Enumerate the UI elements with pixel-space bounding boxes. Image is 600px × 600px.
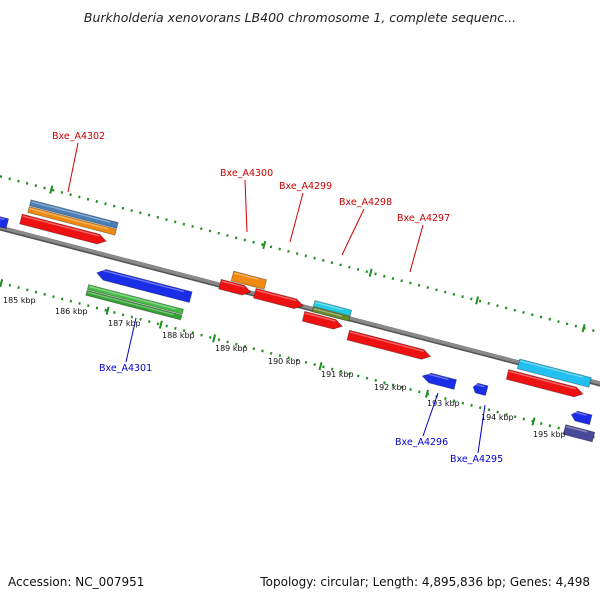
- gene-bar-4296-blue: [421, 372, 457, 390]
- gene-bar-4300-orange: [230, 270, 268, 290]
- gene-bar-cyan-right-shine: [520, 360, 584, 378]
- scale-tick-label: 185 kbp: [3, 296, 36, 305]
- outer-track-tick: [475, 296, 480, 305]
- scale-tick-label: 186 kbp: [55, 307, 88, 316]
- gene-bar-4298-red-shine: [305, 312, 336, 322]
- inner-track-tick: [158, 320, 163, 329]
- gene-label-leader: [289, 192, 304, 243]
- gene-label-leader: [125, 317, 137, 363]
- gene-bar-4302-orange: [27, 206, 117, 236]
- gene-bar-4299-red-shine: [256, 289, 297, 302]
- gene-bar-4302-red: [19, 213, 107, 245]
- gene-label: Bxe_A4302: [52, 131, 105, 142]
- gene-bar-edge-blue-2-shine: [573, 411, 587, 417]
- topology-text: Topology: circular; Length: 4,895,836 bp…: [260, 575, 590, 589]
- gene-label-leader: [477, 404, 486, 454]
- gene-label: Bxe_A4295: [450, 454, 503, 465]
- gene-bar-4295-blue-shine: [474, 383, 485, 388]
- accession-text: Accession: NC_007951: [8, 575, 145, 589]
- scale-tick-label: 195 kbp: [533, 430, 566, 439]
- gene-label-leader: [341, 208, 365, 256]
- gene-label: Bxe_A4299: [279, 181, 332, 192]
- gene-bar-4300-red: [218, 278, 252, 296]
- scale-tick-label: 189 kbp: [215, 344, 248, 353]
- gene-label: Bxe_A4301: [99, 363, 152, 374]
- gene-bar-4302-orange-shine: [29, 207, 109, 230]
- gene-bar-4297-red: [346, 329, 432, 360]
- outer-track-tick: [262, 240, 267, 250]
- gene-bar-red-right-shine: [509, 370, 577, 390]
- gene-bar-red-right: [505, 369, 584, 398]
- inner-track-tick: [425, 389, 429, 398]
- gene-bar-4300-red-shine: [221, 280, 245, 288]
- outer-track-dots: [0, 175, 600, 334]
- gene-label-leader: [409, 224, 424, 273]
- scale-tick-label: 191 kbp: [321, 370, 354, 379]
- inner-track-tick: [531, 417, 536, 426]
- outer-track-tick: [581, 323, 586, 333]
- inner-track-tick: [318, 361, 323, 371]
- gene-bar-4298-olive-shine: [313, 308, 343, 317]
- gene-bar-4298-olive: [311, 306, 351, 322]
- gene-bar-4295-blue: [472, 382, 489, 397]
- gene-bar-4301-blue: [96, 269, 193, 304]
- gene-bar-4297-red-shine: [349, 331, 424, 352]
- gene-bar-4301-green2: [85, 289, 183, 321]
- scale-tick-label: 188 kbp: [162, 331, 195, 340]
- gene-label-leader: [67, 142, 79, 193]
- gene-label: Bxe_A4298: [339, 197, 392, 208]
- scale-tick-label: 194 kbp: [481, 413, 514, 422]
- gene-label-leader: [422, 392, 439, 437]
- scale-tick-label: 193 kbp: [427, 399, 460, 408]
- gene-bar-4296-blue-shine: [423, 372, 449, 381]
- outer-track-tick: [49, 185, 54, 194]
- gene-bar-edge-blue-2: [570, 410, 593, 426]
- gene-bar-4301-green2-shine: [87, 291, 174, 316]
- gene-label: Bxe_A4297: [397, 213, 450, 224]
- scale-tick-label: 190 kbp: [268, 357, 301, 366]
- inner-track-dots: [0, 281, 600, 441]
- gene-bar-4302-red-shine: [22, 215, 100, 237]
- gene-bar-4301-blue-shine: [98, 268, 185, 293]
- map-title: Burkholderia xenovorans LB400 chromosome…: [83, 10, 517, 25]
- gene-bar-4298-cyan-shine: [315, 301, 344, 311]
- gene-bar-edge-purple: [562, 424, 596, 443]
- gene-bar-4298-red: [301, 310, 344, 330]
- gene-bar-4301-green1-shine: [88, 285, 176, 310]
- gene-bar-edge-blue-shine: [0, 217, 5, 221]
- gene-bar-cyan-right: [516, 358, 592, 388]
- gene-bar-4302-blue-shine: [31, 201, 111, 223]
- outer-track-tick: [368, 268, 373, 277]
- gene-bar-edge-purple-shine: [566, 425, 588, 433]
- gene-bar-4299-red: [253, 287, 304, 310]
- inner-track-tick: [0, 278, 4, 288]
- gene-label: Bxe_A4300: [220, 168, 273, 179]
- inner-track-tick: [105, 306, 110, 315]
- scale-tick-label: 187 kbp: [108, 319, 141, 328]
- gene-bar-4300-orange-shine: [234, 272, 259, 281]
- gene-bar-edge-blue: [0, 216, 10, 230]
- scale-tick-label: 192 kbp: [374, 383, 407, 392]
- gene-bar-4302-blue: [29, 199, 119, 229]
- gene-bar-4301-green1: [86, 284, 184, 315]
- inner-track-tick: [212, 334, 217, 343]
- gene-label-leader: [244, 179, 248, 233]
- gene-label: Bxe_A4296: [395, 437, 448, 448]
- gene-bar-4298-cyan: [312, 300, 353, 317]
